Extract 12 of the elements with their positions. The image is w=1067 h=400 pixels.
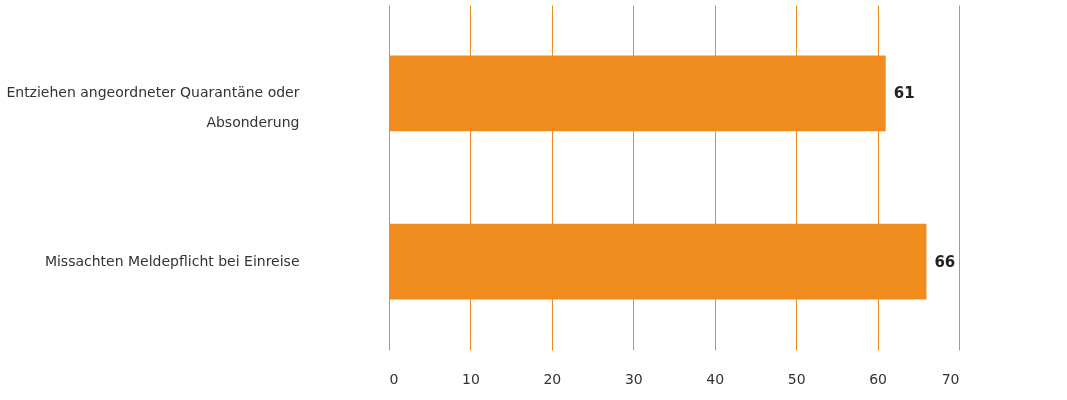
x-tick-label: 0 xyxy=(389,370,399,387)
x-tick-label: 40 xyxy=(706,370,725,387)
x-tick-label: 20 xyxy=(543,370,562,387)
data-label: 61 xyxy=(893,84,915,103)
x-tick-label: 70 xyxy=(941,370,960,387)
y-tick-label: Missachten Meldepflicht bei Einreise xyxy=(44,252,300,269)
x-tick-label: 60 xyxy=(869,370,887,387)
data-label: 66 xyxy=(934,252,956,271)
x-tick-label: 30 xyxy=(624,370,643,387)
x-tick-label: 50 xyxy=(787,370,806,387)
x-tick-label: 10 xyxy=(462,370,480,387)
y-tick-label: Entziehen angeordneter Quarantäne oder Absonderung xyxy=(6,84,300,131)
